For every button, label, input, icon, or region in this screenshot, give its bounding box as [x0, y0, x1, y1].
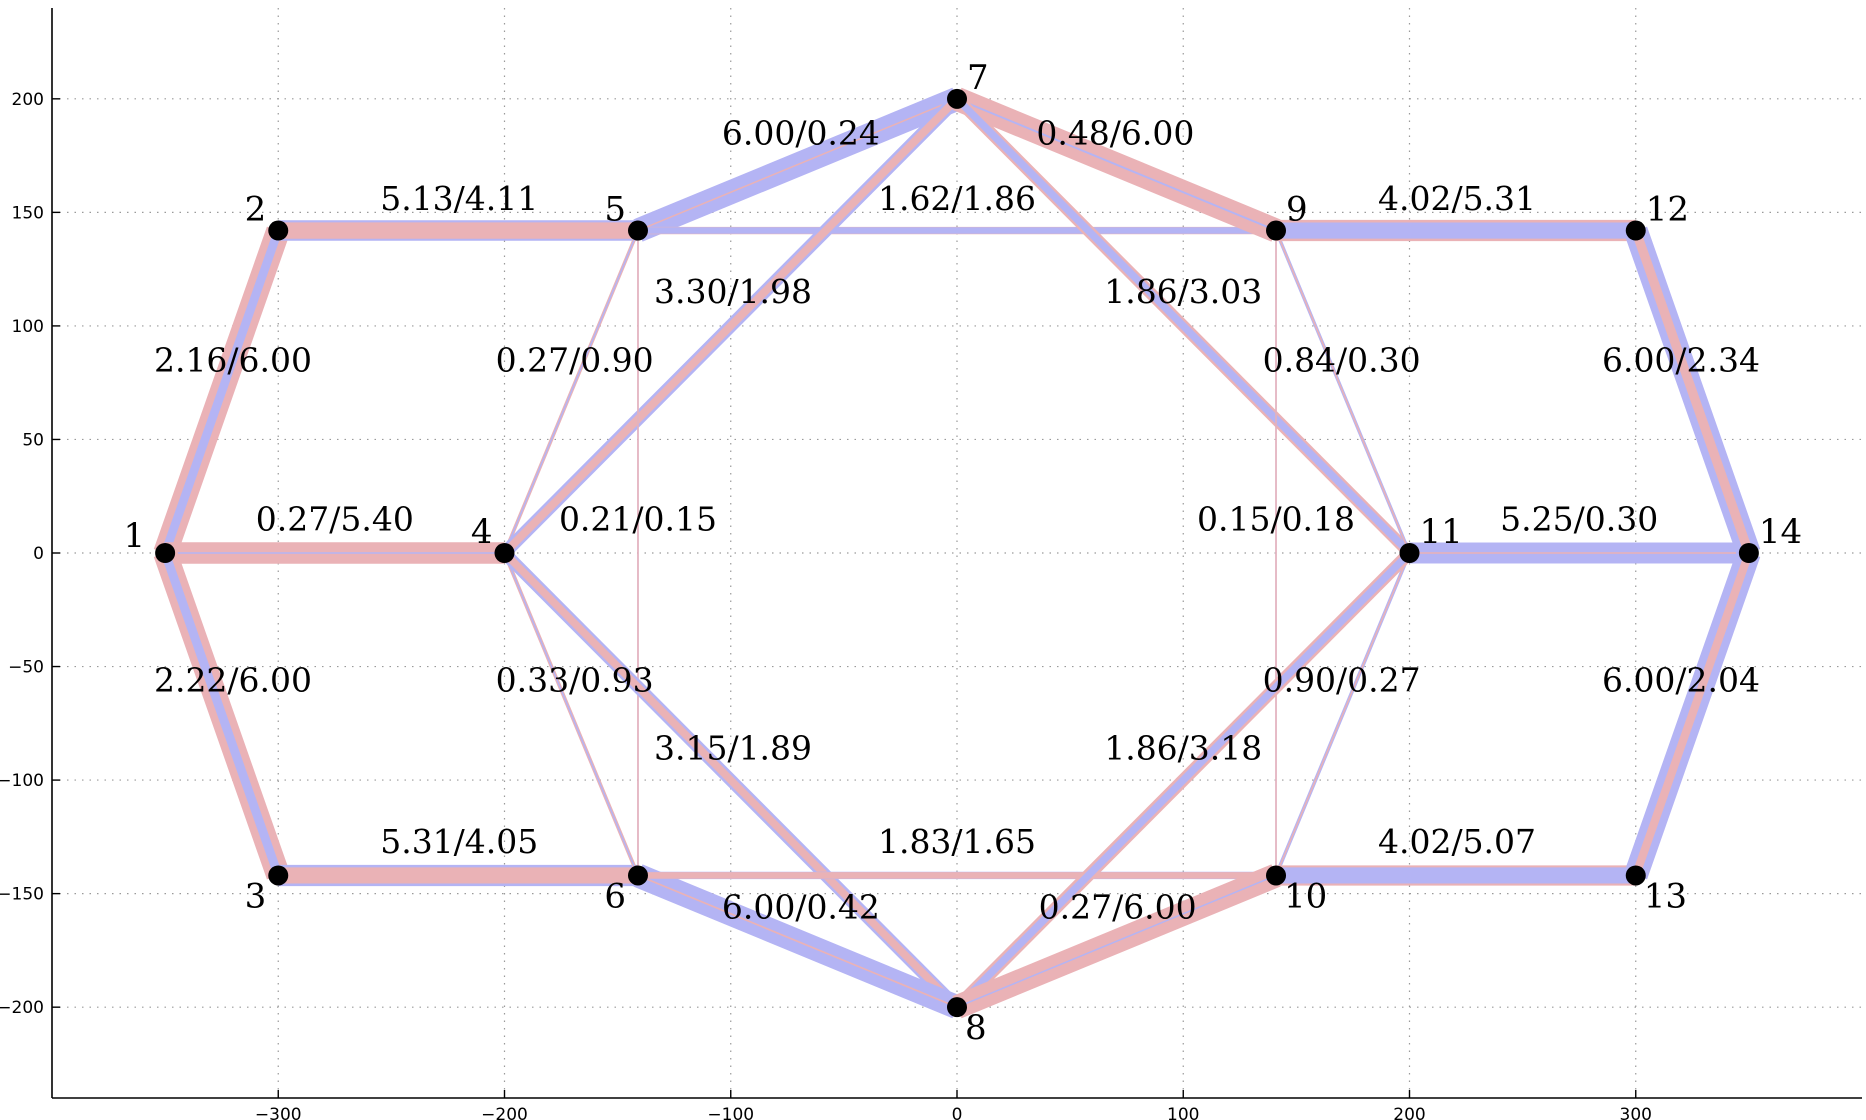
node-marker [627, 220, 648, 241]
edge-label: 1.86/3.03 [1104, 272, 1262, 311]
edge-label: 0.27/6.00 [1039, 888, 1197, 927]
edge-label: 0.15/0.18 [1197, 499, 1355, 538]
y-tick-label: −50 [8, 658, 44, 678]
edge-flow-a [160, 551, 283, 877]
node-label: 10 [1284, 876, 1327, 916]
edge-label: 2.22/6.00 [154, 661, 312, 700]
edge-label: 0.33/0.93 [496, 661, 654, 700]
edge-flow-a [956, 874, 1277, 1008]
node-label: 5 [604, 190, 626, 230]
edge-layer [153, 87, 1761, 1019]
y-tick-label: −150 [0, 885, 44, 905]
node-layer [155, 88, 1759, 1018]
edge-label: 6.00/0.42 [722, 888, 880, 927]
node-label: 8 [965, 1008, 987, 1048]
edge-flow-a [956, 97, 1277, 232]
node-marker [1738, 543, 1759, 563]
edge-label: 6.00/0.24 [722, 113, 880, 152]
y-tick-label: 50 [22, 430, 44, 450]
y-tick-label: 100 [12, 317, 44, 337]
node-label: 1 [123, 516, 145, 556]
edge-label: 5.13/4.11 [380, 179, 538, 218]
edge-label: 4.02/5.31 [1378, 179, 1536, 218]
axes-layer: −300 −200 −100 0 100 200 300−200−150−100−50050… [0, 8, 1862, 1120]
edge-label: 4.02/5.07 [1378, 822, 1536, 861]
edge-flow-b [637, 874, 958, 1008]
edge-label: 0.21/0.15 [559, 499, 717, 538]
edge-label: 3.15/1.89 [654, 729, 812, 768]
edge-label: 3.30/1.98 [654, 272, 812, 311]
edge-flow-b [1275, 230, 1411, 554]
node-label: 9 [1286, 190, 1308, 230]
y-tick-label: −100 [0, 771, 44, 791]
y-tick-label: 0 [33, 544, 44, 564]
edge-label: 0.27/5.40 [256, 499, 414, 538]
edge-label: 6.00/2.34 [1602, 340, 1760, 379]
x-tick-label: −100 [707, 1105, 754, 1120]
edge-flow-a [954, 550, 1413, 1010]
node-marker [1625, 220, 1646, 241]
node-label: 2 [245, 190, 267, 230]
node-marker [1625, 865, 1646, 886]
y-tick-label: −200 [0, 998, 44, 1018]
node-marker [1266, 220, 1287, 241]
y-tick-label: 200 [12, 90, 44, 110]
node-label: 11 [1420, 512, 1463, 552]
edge-flow-b [637, 98, 958, 232]
node-marker [947, 997, 967, 1018]
edge-flow-b [501, 96, 960, 556]
y-tick-label: 150 [12, 203, 44, 223]
node-marker [1266, 865, 1287, 886]
edge-flow-b [1631, 228, 1754, 555]
x-tick-label: 0 [952, 1105, 963, 1120]
x-tick-label: 100 [1167, 1105, 1199, 1120]
edge-flow-a [161, 229, 283, 555]
edge-flow-a [503, 230, 639, 554]
node-marker [947, 88, 967, 109]
edge-label: 5.25/0.30 [1500, 499, 1658, 538]
node-label: 12 [1646, 190, 1689, 230]
node-marker [268, 220, 289, 241]
edge-flow-b [1275, 552, 1411, 876]
node-label: 13 [1644, 876, 1687, 916]
node-label: 14 [1759, 512, 1802, 552]
x-tick-label: −200 [481, 1105, 528, 1120]
edge-label: 0.90/0.27 [1263, 661, 1421, 700]
edge-label: 0.27/0.90 [496, 340, 654, 379]
edge-label: 2.16/6.00 [154, 340, 312, 379]
edge-flow-a [954, 96, 1413, 556]
edge-label: 6.00/2.04 [1602, 661, 1760, 700]
node-marker [268, 865, 289, 886]
node-marker [155, 543, 176, 563]
label-layer: 2.16/6.00 0.27/5.40 2.22/6.00 5.13/4.11 5.31… [123, 58, 1802, 1048]
node-label: 3 [245, 876, 267, 916]
node-marker [627, 865, 648, 886]
edge-label: 0.48/6.00 [1036, 113, 1194, 152]
edge-label: 1.62/1.86 [878, 179, 1036, 218]
edge-label: 0.84/0.30 [1263, 340, 1421, 379]
edge-flow-b [1631, 551, 1753, 877]
node-label: 7 [967, 58, 989, 98]
edge-flow-b [501, 550, 960, 1010]
edge-flow-a [503, 552, 639, 876]
edge-label: 5.31/4.05 [380, 822, 538, 861]
node-marker [1399, 543, 1420, 563]
node-label: 6 [604, 876, 626, 916]
edge-label: 1.83/1.65 [878, 822, 1036, 861]
x-tick-label: −300 [255, 1105, 302, 1120]
x-tick-label: 300 [1620, 1105, 1652, 1120]
node-marker [494, 543, 515, 563]
edge-label: 1.86/3.18 [1104, 729, 1262, 768]
x-tick-label: 200 [1393, 1105, 1425, 1120]
node-label: 4 [471, 512, 493, 552]
